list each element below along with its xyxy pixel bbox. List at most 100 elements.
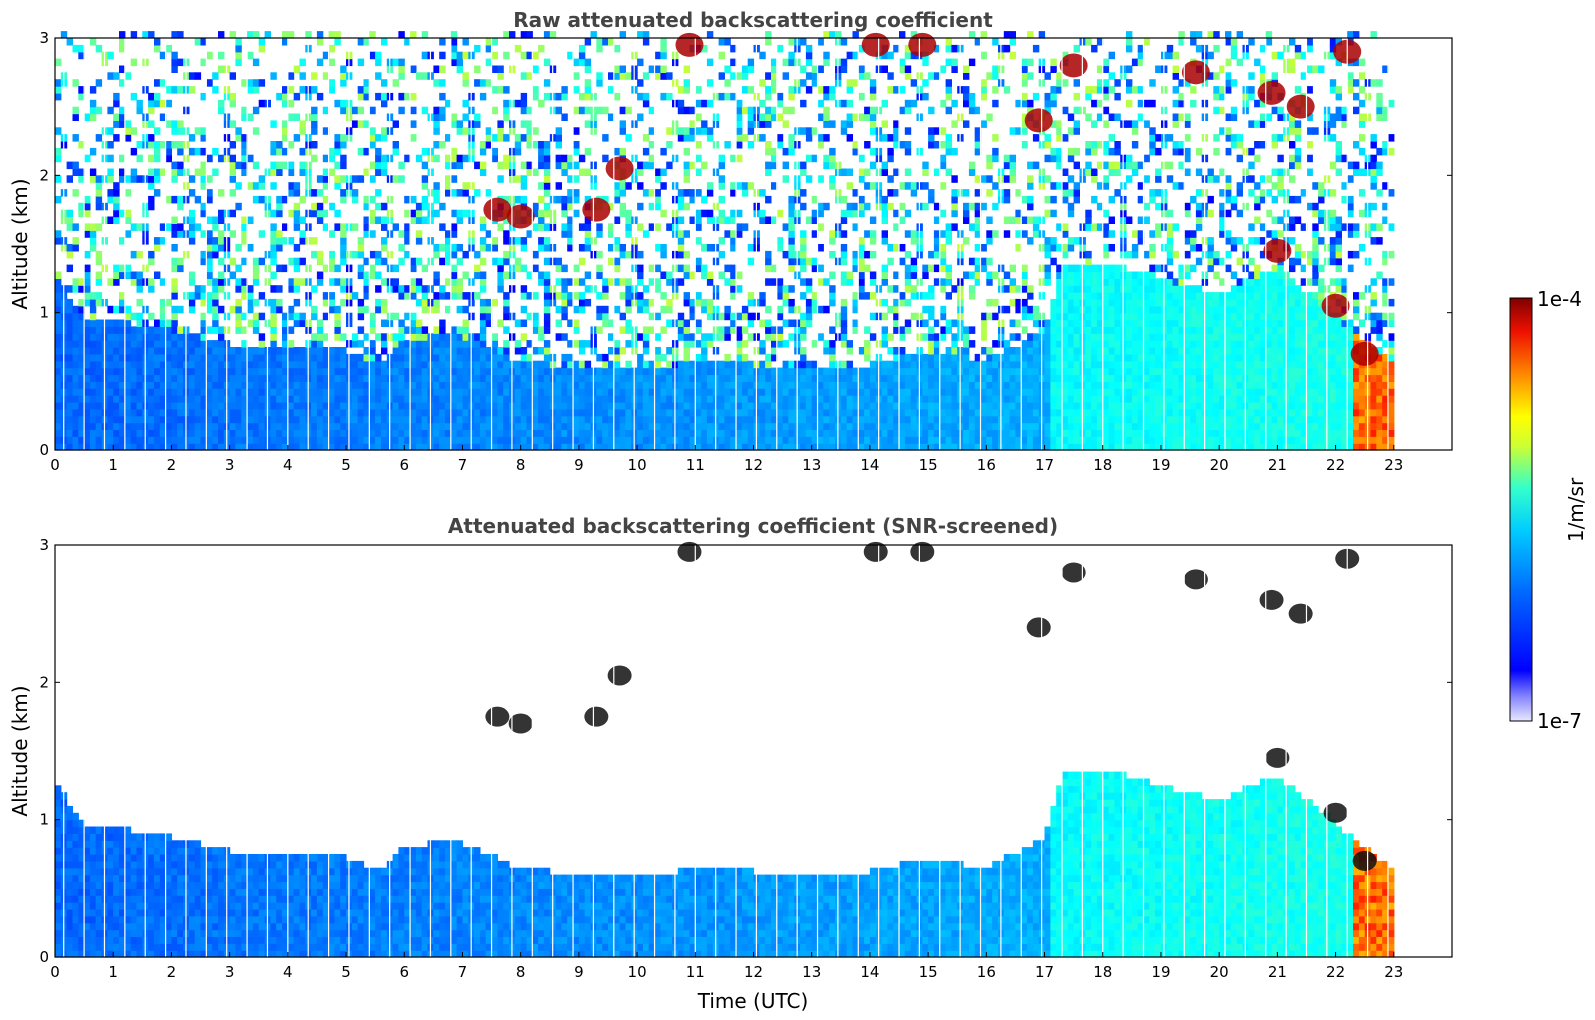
heatmap-cell	[421, 443, 429, 451]
heatmap-cell	[241, 401, 248, 410]
heatmap-cell	[450, 353, 458, 362]
heatmap-cell	[287, 388, 295, 396]
heatmap-cell	[177, 443, 184, 451]
heatmap-cell	[858, 244, 865, 252]
heatmap-cell	[945, 230, 952, 238]
heatmap-cell	[532, 367, 539, 376]
heatmap-cell	[194, 381, 202, 389]
heatmap-cell	[526, 367, 533, 376]
heatmap-cell	[817, 65, 824, 73]
heatmap-cell	[369, 353, 376, 362]
heatmap-cell	[677, 127, 685, 135]
heatmap-cell	[375, 161, 382, 170]
heatmap-cell	[264, 31, 271, 39]
heatmap-cell	[322, 175, 330, 183]
heatmap-cell	[660, 374, 667, 382]
heatmap-cell	[316, 175, 324, 183]
heatmap-cell	[666, 374, 673, 382]
heatmap-cell	[177, 195, 184, 204]
heatmap-cell	[677, 326, 685, 334]
heatmap-cell	[532, 422, 539, 430]
heatmap-cell	[136, 429, 143, 437]
heatmap-cell	[72, 326, 79, 334]
heatmap-cell	[340, 230, 347, 238]
heatmap-cell	[252, 257, 260, 266]
heatmap-cell	[462, 182, 469, 190]
heatmap-cell	[194, 408, 202, 417]
heatmap-cell	[852, 292, 859, 300]
heatmap-cell	[241, 395, 248, 403]
heatmap-cell	[503, 360, 510, 369]
heatmap-cell	[695, 257, 702, 266]
heatmap-cell	[398, 436, 405, 444]
heatmap-cell	[800, 237, 807, 245]
heatmap-cell	[433, 113, 440, 121]
heatmap-cell	[910, 388, 918, 396]
heatmap-cell	[695, 237, 702, 245]
heatmap-cell	[602, 367, 609, 376]
heatmap-cell	[788, 436, 795, 444]
heatmap-cell	[177, 415, 184, 424]
heatmap-cell	[654, 374, 661, 382]
heatmap-cell	[852, 401, 859, 410]
heatmap-cell	[270, 147, 277, 156]
heatmap-cell	[776, 381, 784, 389]
heatmap-cell	[928, 408, 935, 417]
heatmap-cell	[456, 401, 463, 410]
heatmap-cell	[706, 422, 714, 430]
heatmap-cell	[497, 285, 504, 293]
heatmap-cell	[701, 347, 708, 355]
heatmap-cell	[124, 271, 132, 279]
heatmap-cell	[445, 436, 452, 444]
heatmap-cell	[584, 340, 592, 348]
heatmap-cell	[736, 113, 743, 121]
heatmap-cell	[200, 395, 207, 403]
heatmap-cell	[375, 360, 382, 369]
heatmap-cell	[89, 381, 97, 389]
heatmap-cell	[811, 216, 819, 224]
heatmap-cell	[567, 223, 574, 231]
heatmap-cell	[479, 223, 487, 231]
heatmap-cell	[782, 161, 789, 170]
heatmap-cell	[247, 292, 254, 300]
heatmap-cell	[747, 388, 755, 396]
heatmap-cell	[351, 395, 359, 403]
heatmap-cell	[846, 79, 853, 87]
heatmap-cell	[852, 381, 859, 389]
heatmap-cell	[899, 182, 906, 190]
heatmap-cell	[276, 237, 283, 245]
heatmap-cell	[328, 298, 335, 307]
heatmap-cell	[450, 147, 458, 156]
heatmap-cell	[677, 264, 685, 273]
heatmap-cell	[555, 443, 562, 451]
heatmap-cell	[573, 86, 580, 94]
heatmap-cell	[893, 271, 900, 279]
heatmap-cell	[695, 401, 702, 410]
heatmap-cell	[136, 333, 143, 341]
heatmap-cell	[154, 141, 161, 149]
heatmap-cell	[398, 106, 405, 115]
heatmap-cell	[654, 395, 661, 403]
heatmap-cell	[235, 401, 242, 410]
heatmap-cell	[887, 51, 894, 60]
heatmap-cell	[212, 319, 219, 327]
heatmap-cell	[159, 374, 167, 382]
heatmap-cell	[107, 326, 114, 334]
heatmap-cell	[823, 278, 830, 286]
heatmap-cell	[910, 51, 918, 60]
heatmap-cell	[538, 147, 545, 156]
heatmap-cell	[445, 333, 452, 341]
heatmap-cell	[608, 72, 615, 80]
heatmap-cell	[602, 395, 609, 403]
heatmap-cell	[119, 298, 126, 307]
heatmap-cell	[84, 209, 91, 218]
heatmap-cell	[823, 415, 830, 424]
heatmap-cell	[119, 175, 126, 183]
heatmap-cell	[270, 223, 277, 231]
heatmap-cell	[171, 168, 178, 176]
heatmap-cell	[124, 230, 132, 238]
heatmap-cell	[520, 374, 528, 382]
heatmap-cell	[450, 264, 458, 273]
heatmap-cell	[573, 436, 580, 444]
heatmap-cell	[363, 333, 370, 341]
